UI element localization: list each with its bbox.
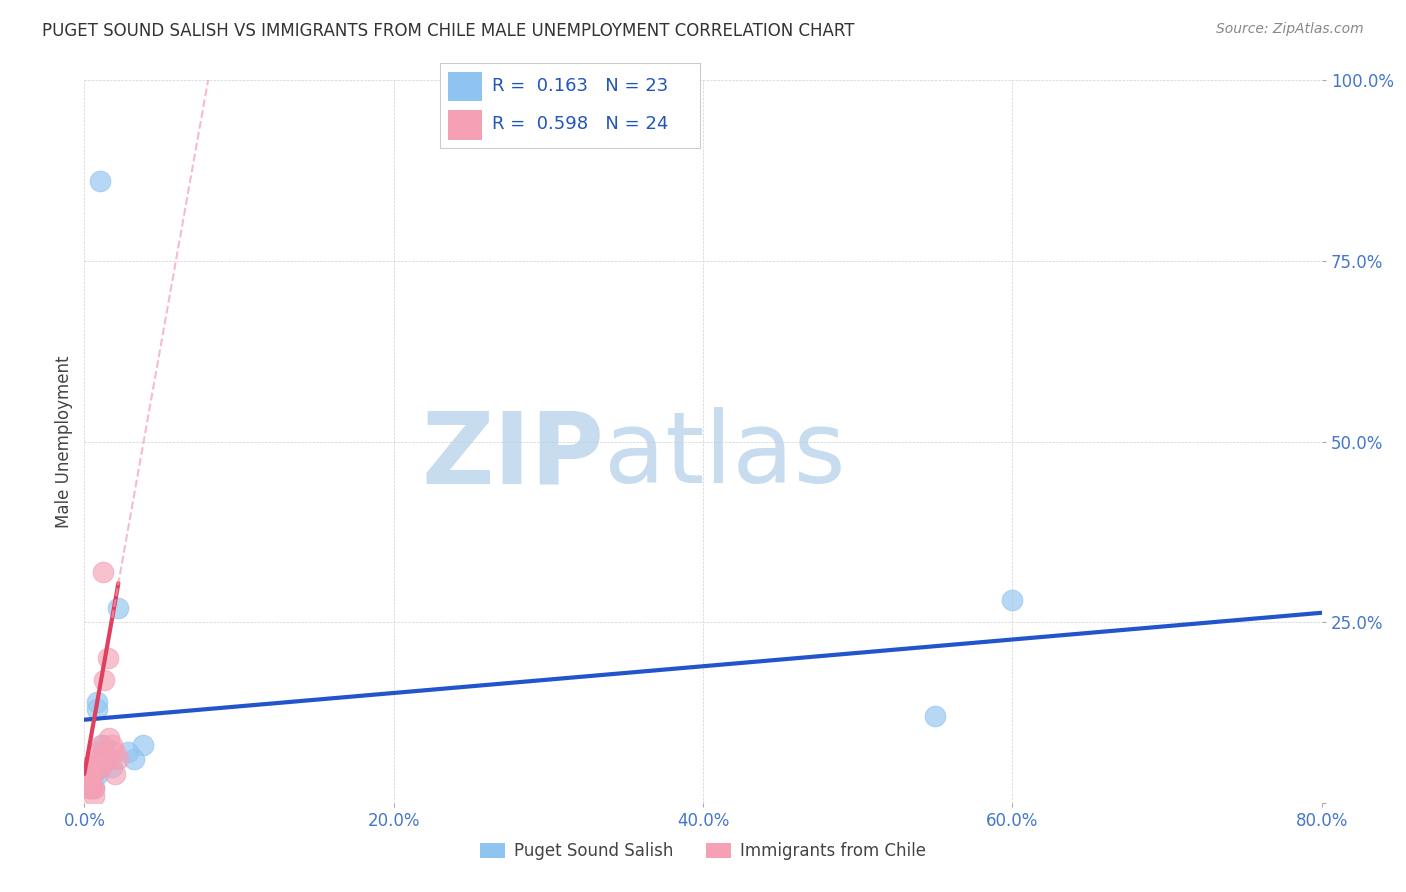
Point — [101, 738, 124, 752]
Point — [86, 760, 108, 774]
Point — [91, 738, 114, 752]
Point — [79, 781, 101, 796]
Text: ZIP: ZIP — [422, 408, 605, 505]
Point — [77, 781, 100, 796]
Point — [89, 760, 111, 774]
Point — [91, 565, 114, 579]
Point — [77, 760, 100, 774]
Point — [82, 767, 104, 781]
Point — [77, 774, 100, 789]
Text: R =  0.163   N = 23: R = 0.163 N = 23 — [492, 77, 668, 95]
Point — [89, 752, 111, 766]
Point — [87, 752, 110, 766]
Point — [87, 767, 110, 781]
Point — [83, 781, 105, 796]
Point — [1001, 593, 1024, 607]
Legend: Puget Sound Salish, Immigrants from Chile: Puget Sound Salish, Immigrants from Chil… — [474, 836, 932, 867]
Point — [77, 767, 100, 781]
Point — [93, 673, 115, 687]
Point — [104, 745, 127, 759]
Point — [84, 760, 107, 774]
Point — [90, 760, 112, 774]
Point — [86, 745, 108, 759]
Point — [83, 781, 105, 796]
Point — [122, 752, 145, 766]
Point — [89, 174, 111, 188]
Point — [82, 781, 104, 796]
Point — [96, 752, 118, 766]
Point — [101, 760, 124, 774]
Point — [83, 767, 105, 781]
Point — [924, 709, 946, 723]
Point — [132, 738, 155, 752]
Point — [83, 789, 105, 803]
Point — [84, 760, 107, 774]
Point — [82, 767, 104, 781]
Point — [96, 651, 118, 665]
Point — [79, 774, 101, 789]
Text: Source: ZipAtlas.com: Source: ZipAtlas.com — [1216, 22, 1364, 37]
Point — [117, 745, 139, 759]
Y-axis label: Male Unemployment: Male Unemployment — [55, 355, 73, 528]
Point — [107, 752, 129, 766]
Point — [86, 702, 108, 716]
Text: PUGET SOUND SALISH VS IMMIGRANTS FROM CHILE MALE UNEMPLOYMENT CORRELATION CHART: PUGET SOUND SALISH VS IMMIGRANTS FROM CH… — [42, 22, 855, 40]
Point — [104, 767, 127, 781]
Text: atlas: atlas — [605, 408, 845, 505]
Point — [79, 774, 101, 789]
Point — [76, 760, 98, 774]
Point — [98, 731, 121, 745]
Bar — [447, 110, 482, 139]
Point — [90, 738, 112, 752]
Bar — [447, 71, 482, 102]
Text: R =  0.598   N = 24: R = 0.598 N = 24 — [492, 115, 668, 133]
Point — [107, 600, 129, 615]
Point — [96, 752, 118, 766]
Point — [93, 745, 115, 759]
Point — [86, 695, 108, 709]
